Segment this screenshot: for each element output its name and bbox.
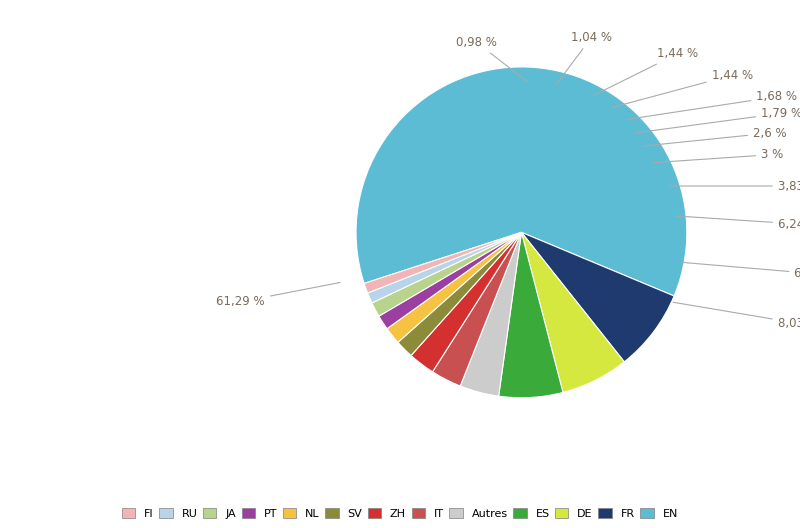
Wedge shape [367, 232, 522, 303]
Text: 2,6 %: 2,6 % [643, 127, 786, 146]
Wedge shape [522, 232, 624, 392]
Text: 1,79 %: 1,79 % [637, 107, 800, 133]
Text: 6,24 %: 6,24 % [676, 216, 800, 231]
Wedge shape [356, 67, 687, 296]
Text: 0,98 %: 0,98 % [456, 35, 527, 82]
Wedge shape [364, 232, 522, 293]
Text: 1,44 %: 1,44 % [612, 69, 753, 108]
Wedge shape [411, 232, 522, 372]
Text: 8,03 %: 8,03 % [673, 302, 800, 330]
Text: 1,04 %: 1,04 % [556, 31, 612, 84]
Wedge shape [398, 232, 522, 355]
Text: 3 %: 3 % [654, 148, 783, 163]
Wedge shape [379, 232, 522, 329]
Wedge shape [387, 232, 522, 342]
Legend: FI, RU, JA, PT, NL, SV, ZH, IT, Autres, ES, DE, FR, EN: FI, RU, JA, PT, NL, SV, ZH, IT, Autres, … [118, 505, 682, 522]
Text: 61,29 %: 61,29 % [217, 282, 340, 308]
Wedge shape [498, 232, 563, 398]
Wedge shape [433, 232, 522, 386]
Text: 1,68 %: 1,68 % [626, 90, 798, 119]
Text: 3,83 %: 3,83 % [670, 180, 800, 193]
Wedge shape [372, 232, 522, 316]
Text: 6,64 %: 6,64 % [682, 262, 800, 280]
Wedge shape [460, 232, 522, 396]
Text: 1,44 %: 1,44 % [594, 47, 698, 96]
Wedge shape [522, 232, 674, 362]
